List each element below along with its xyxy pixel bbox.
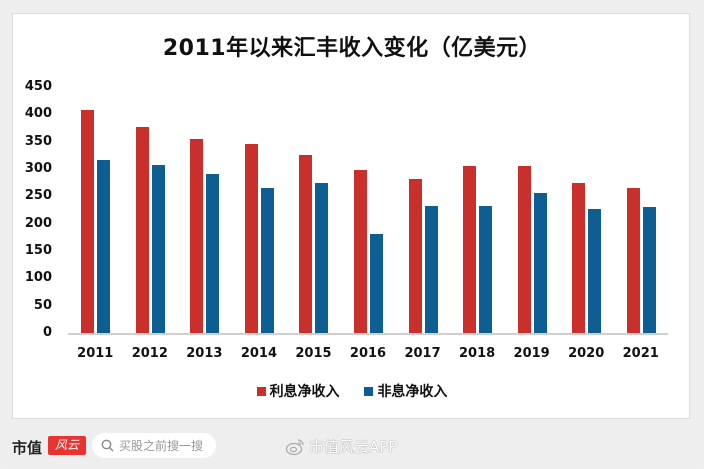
bar-interest-2021 xyxy=(626,188,640,333)
y-tick-label: 250 xyxy=(24,188,52,204)
legend-label: 利息净收入 xyxy=(269,384,340,400)
bar-noninterest-2012 xyxy=(151,165,165,333)
bar-interest-2017 xyxy=(408,178,422,333)
legend: 利息净收入 非息净收入 xyxy=(0,381,704,401)
bar-interest-2019 xyxy=(517,166,531,333)
y-tick-label: 150 xyxy=(24,243,52,258)
bar-noninterest-2017 xyxy=(424,205,438,333)
x-tick-label: 2021 xyxy=(622,346,659,361)
weibo-watermark: 市值风云APP xyxy=(285,436,397,457)
y-tick-label: 0 xyxy=(42,325,52,340)
x-tick-label: 2011 xyxy=(77,346,114,361)
x-tick-label: 2018 xyxy=(458,346,496,361)
x-tick-label: 2016 xyxy=(349,346,387,361)
y-tick-label: 300 xyxy=(24,161,52,176)
x-axis-line xyxy=(68,333,668,335)
legend-swatch-blue xyxy=(364,386,374,396)
y-tick-label: 350 xyxy=(24,133,52,149)
bar-noninterest-2013 xyxy=(206,173,220,333)
legend-label: 非息净收入 xyxy=(377,384,448,400)
bar-noninterest-2014 xyxy=(260,187,274,333)
bar-interest-2020 xyxy=(572,182,586,333)
y-tick-label: 200 xyxy=(24,215,52,231)
brand-logo-text: 市值 xyxy=(12,439,43,457)
x-tick-label: 2012 xyxy=(131,346,168,361)
weibo-icon xyxy=(285,438,304,455)
y-tick-label: 450 xyxy=(24,79,52,94)
search-icon xyxy=(101,439,114,452)
bar-interest-2012 xyxy=(135,126,149,333)
x-tick-label: 2017 xyxy=(404,346,441,361)
legend-item-noninterest: 非息净收入 xyxy=(364,381,447,401)
bar-noninterest-2019 xyxy=(533,193,547,333)
watermark-text: 市值风云APP xyxy=(309,438,398,456)
bar-interest-2014 xyxy=(244,143,258,333)
search-placeholder: 买股之前搜一搜 xyxy=(119,439,204,453)
y-tick-label: 100 xyxy=(24,270,52,286)
bar-interest-2018 xyxy=(463,166,477,333)
bar-interest-2015 xyxy=(299,155,313,333)
bar-noninterest-2021 xyxy=(642,206,656,333)
bar-noninterest-2011 xyxy=(97,159,111,333)
legend-item-interest: 利息净收入 xyxy=(256,381,340,401)
x-tick-label: 2020 xyxy=(568,346,605,361)
chart-title: 2011年以来汇丰收入变化（亿美元） xyxy=(162,36,542,61)
bar-noninterest-2018 xyxy=(479,205,493,333)
bar-interest-2016 xyxy=(354,170,367,333)
search-box[interactable]: 买股之前搜一搜 xyxy=(92,433,216,458)
x-tick-label: 2019 xyxy=(513,346,550,361)
bar-interest-2011 xyxy=(81,109,95,333)
footer-bar: 市值 风云 买股之前搜一搜 市值风云APP xyxy=(0,428,704,464)
bar-noninterest-2020 xyxy=(588,208,602,333)
bar-noninterest-2015 xyxy=(315,182,329,333)
x-tick-label: 2014 xyxy=(240,346,277,361)
bar-noninterest-2016 xyxy=(370,234,383,333)
x-tick-label: 2015 xyxy=(295,346,332,361)
legend-swatch-red xyxy=(256,386,266,396)
x-tick-label: 2013 xyxy=(186,346,223,361)
brand-logo-badge: 风云 xyxy=(48,436,86,455)
bar-interest-2013 xyxy=(190,139,204,333)
y-tick-label: 400 xyxy=(24,106,52,122)
y-tick-label: 50 xyxy=(33,297,52,313)
